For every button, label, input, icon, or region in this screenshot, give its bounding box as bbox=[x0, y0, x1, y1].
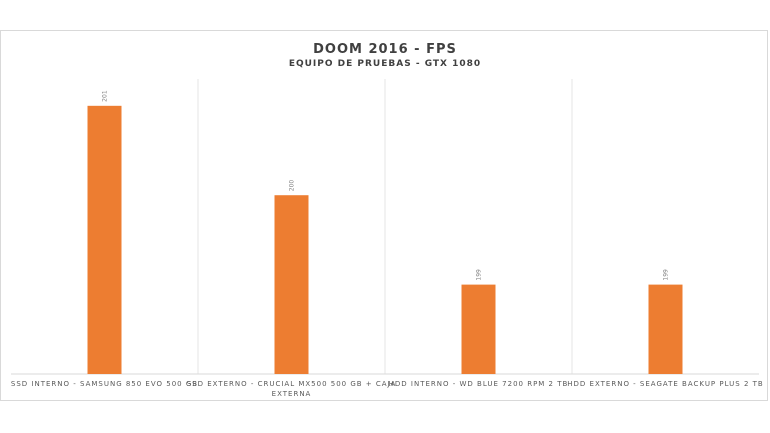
bar bbox=[461, 284, 496, 374]
category-label: SSD EXTERNO - CRUCIAL MX500 500 GB + CAJ… bbox=[187, 380, 397, 388]
category-label: HDD INTERNO - WD BLUE 7200 RPM 2 TB bbox=[389, 380, 569, 388]
data-label: 199 bbox=[476, 269, 483, 281]
chart-frame: DOOM 2016 - FPS EQUIPO DE PRUEBAS - GTX … bbox=[0, 30, 768, 401]
bar bbox=[274, 195, 309, 374]
category-label: EXTERNA bbox=[272, 390, 312, 398]
plot-area: 201 SSD INTERNO - SAMSUNG 850 EVO 500 GB 2… bbox=[11, 79, 763, 398]
category-label: HDD EXTERNO - SEAGATE BACKUP PLUS 2 TB bbox=[567, 380, 763, 388]
bar-chart: DOOM 2016 - FPS EQUIPO DE PRUEBAS - GTX … bbox=[11, 42, 763, 398]
category-label: SSD INTERNO - SAMSUNG 850 EVO 500 GB bbox=[11, 380, 198, 388]
bar bbox=[648, 284, 683, 374]
chart-subtitle: EQUIPO DE PRUEBAS - GTX 1080 bbox=[289, 59, 481, 69]
data-label: 200 bbox=[289, 180, 296, 192]
bar bbox=[87, 105, 122, 375]
chart-title: DOOM 2016 - FPS bbox=[313, 42, 457, 57]
data-label: 199 bbox=[663, 269, 670, 281]
data-label: 201 bbox=[102, 90, 109, 102]
